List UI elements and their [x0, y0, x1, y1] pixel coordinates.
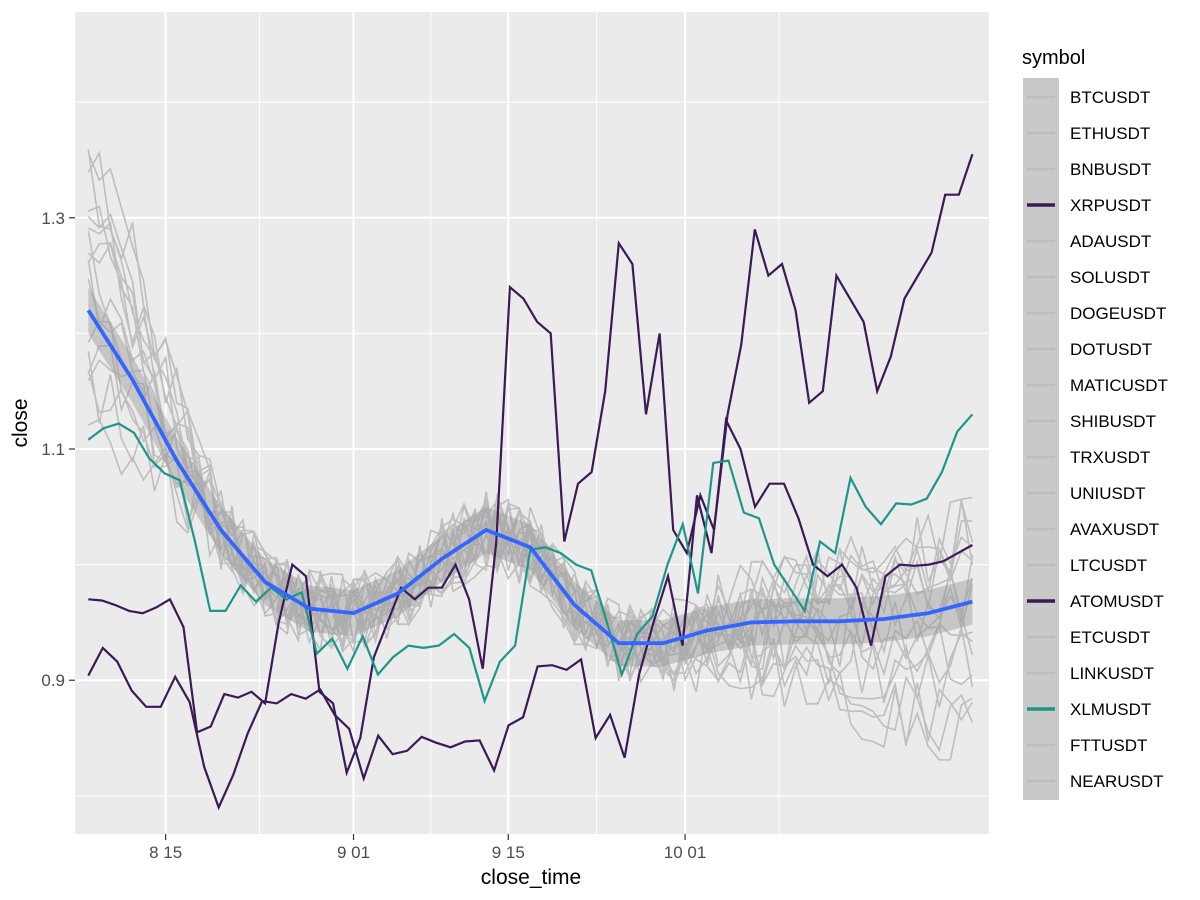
legend-title: symbol	[1022, 47, 1085, 69]
x-tick-label: 9 15	[492, 843, 525, 862]
legend-label-dogeusdt: DOGEUSDT	[1070, 304, 1166, 323]
legend-label-trxusdt: TRXUSDT	[1070, 448, 1150, 467]
series-line-atomusdt	[87, 416, 973, 811]
legend-label-uniusdt: UNIUSDT	[1070, 484, 1146, 503]
smooth-band-area	[88, 287, 973, 667]
legend-label-shibusdt: SHIBUSDT	[1070, 412, 1156, 431]
other-symbol-lines	[87, 149, 974, 761]
legend: symbol BTCUSDT ETHUSDT BNBUSDT XRPUSDT ADAUS…	[1022, 47, 1168, 800]
legend-label-solusdt: SOLUSDT	[1070, 268, 1150, 287]
smooth-trend-line	[86, 309, 973, 646]
x-axis: 8 15 9 01 9 15 10 01	[149, 834, 706, 862]
legend-label-xlmusdt: XLMUSDT	[1070, 700, 1151, 719]
x-tick-label: 8 15	[149, 843, 182, 862]
series-line-etcusdt	[87, 278, 973, 708]
series-line-nearusdt	[87, 418, 974, 668]
y-tick-label: 1.1	[41, 440, 65, 459]
smooth-line	[86, 309, 973, 646]
legend-label-fttusdt: FTTUSDT	[1070, 736, 1147, 755]
legend-label-adausdt: ADAUSDT	[1070, 232, 1151, 251]
legend-key-background	[1023, 78, 1059, 800]
x-axis-title: close_time	[481, 866, 581, 889]
legend-label-dotusdt: DOTUSDT	[1070, 340, 1152, 359]
legend-label-nearusdt: NEARUSDT	[1070, 772, 1164, 791]
smooth-confidence-band	[88, 287, 973, 667]
legend-label-linkusdt: LINKUSDT	[1070, 664, 1154, 683]
legend-label-bnbusdt: BNBUSDT	[1070, 160, 1151, 179]
x-tick-label: 10 01	[664, 843, 707, 862]
legend-label-btcusdt: BTCUSDT	[1070, 88, 1150, 107]
y-axis-title: close	[9, 398, 32, 447]
legend-label-avaxusdt: AVAXUSDT	[1070, 520, 1159, 539]
legend-label-atomusdt: ATOMUSDT	[1070, 592, 1164, 611]
y-tick-label: 1.3	[41, 209, 65, 228]
x-tick-label: 9 01	[337, 843, 370, 862]
legend-label-ltcusdt: LTCUSDT	[1070, 556, 1147, 575]
y-axis: 0.9 1.1 1.3	[41, 209, 75, 690]
legend-label-etcusdt: ETCUSDT	[1070, 628, 1150, 647]
legend-label-maticusdt: MATICUSDT	[1070, 376, 1168, 395]
legend-label-xrpusdt: XRPUSDT	[1070, 196, 1151, 215]
y-tick-label: 0.9	[41, 671, 65, 690]
series-line-xrpusdt	[88, 153, 974, 777]
legend-label-ethusdt: ETHUSDT	[1070, 124, 1150, 143]
